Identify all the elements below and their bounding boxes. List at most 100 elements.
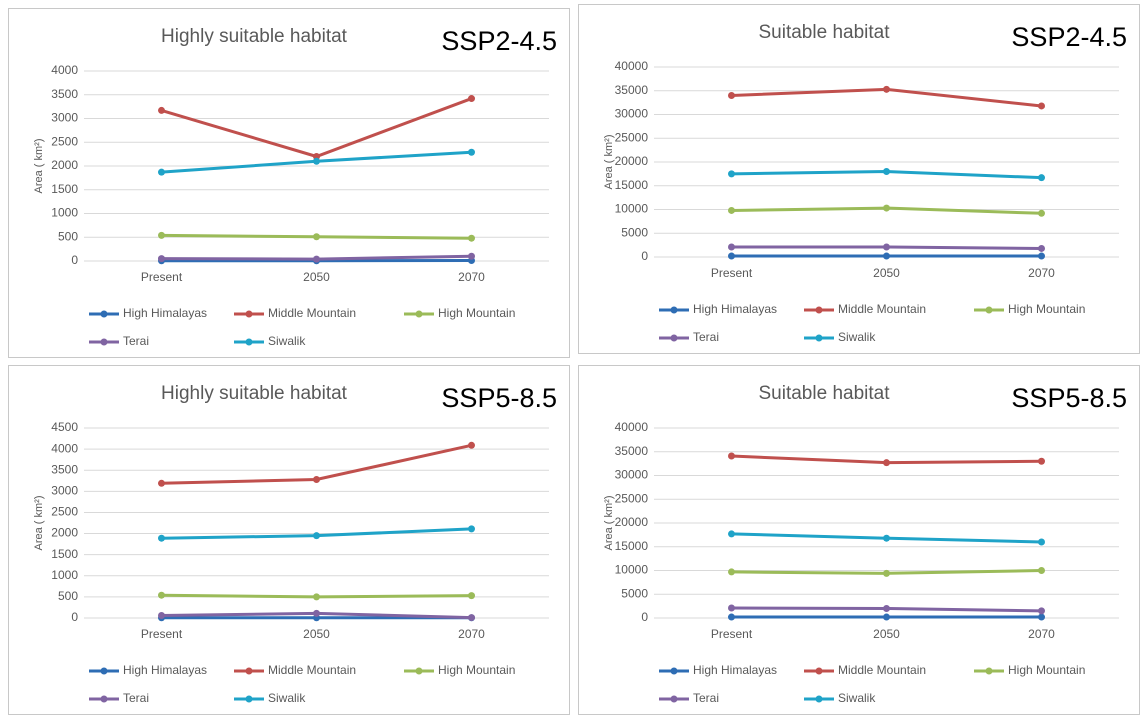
series-line — [161, 97, 473, 159]
legend-label: Terai — [693, 330, 719, 344]
chart-panel: Suitable habitat SSP2-4.5 Area ( km²) 0 5000… — [578, 4, 1140, 354]
y-tick-label: 2500 — [51, 134, 78, 148]
data-point — [1038, 102, 1045, 110]
data-point — [1038, 607, 1045, 615]
data-point — [728, 452, 735, 460]
data-point — [313, 476, 320, 484]
data-point — [158, 255, 165, 263]
chart-panel: Highly suitable habitat SSP2-4.5 Area ( km… — [8, 8, 570, 358]
data-point — [468, 95, 475, 103]
chart-panel: Suitable habitat SSP5-8.5 Area ( km²) 0 5000… — [578, 365, 1140, 715]
y-tick-label: 10000 — [615, 563, 649, 577]
y-axis-label: Area ( km²) — [33, 496, 45, 551]
legend-marker — [985, 306, 993, 314]
x-tick-label: 2050 — [873, 266, 900, 280]
y-tick-label: 20000 — [615, 515, 649, 529]
data-point — [313, 609, 320, 617]
data-point — [313, 233, 320, 241]
data-point — [158, 534, 165, 542]
legend-marker — [815, 695, 823, 703]
chart-panel: Highly suitable habitat SSP5-8.5 Area ( km… — [8, 365, 570, 715]
data-point — [468, 234, 475, 242]
data-point — [728, 170, 735, 178]
legend-marker — [815, 306, 823, 314]
data-point — [158, 479, 165, 487]
data-point — [883, 85, 890, 93]
legend-marker — [670, 334, 678, 342]
data-point — [1038, 174, 1045, 182]
chart-title: Suitable habitat — [759, 22, 891, 43]
data-point — [883, 204, 890, 212]
y-axis-label: Area ( km²) — [603, 135, 615, 190]
legend-label: High Himalayas — [123, 306, 207, 320]
data-point — [313, 593, 320, 601]
data-point — [468, 592, 475, 600]
legend-label: Middle Mountain — [838, 302, 926, 316]
y-tick-label: 15000 — [615, 539, 649, 553]
data-point — [468, 441, 475, 449]
annotation: SSP2-4.5 — [1011, 22, 1127, 52]
legend-marker — [670, 306, 678, 314]
legend-label: Terai — [123, 691, 149, 705]
data-point — [468, 148, 475, 156]
legend-marker — [100, 338, 108, 346]
legend-label: High Mountain — [1008, 663, 1085, 677]
x-tick-label: 2070 — [1028, 627, 1055, 641]
y-tick-label: 500 — [58, 229, 78, 243]
x-tick-label: 2070 — [458, 270, 485, 284]
data-point — [883, 605, 890, 612]
data-point — [883, 252, 890, 260]
y-tick-label: 3500 — [51, 462, 78, 476]
y-tick-label: 35000 — [615, 444, 649, 458]
legend-label: Terai — [693, 691, 719, 705]
legend-marker — [670, 695, 678, 703]
legend-label: High Himalayas — [693, 663, 777, 677]
legend-label: High Mountain — [438, 306, 515, 320]
y-tick-label: 1000 — [51, 206, 78, 220]
y-axis-label: Area ( km²) — [603, 496, 615, 551]
data-point — [883, 613, 890, 621]
data-point — [1038, 538, 1045, 546]
data-point — [883, 459, 890, 467]
legend-marker — [100, 310, 108, 318]
y-tick-label: 5000 — [621, 225, 648, 239]
y-tick-label: 25000 — [615, 491, 649, 505]
data-point — [158, 591, 165, 599]
legend-label: Terai — [123, 334, 149, 348]
legend-marker — [100, 667, 108, 675]
data-point — [158, 106, 165, 114]
y-tick-label: 0 — [71, 253, 78, 267]
y-tick-label: 1000 — [51, 568, 78, 582]
legend-label: High Mountain — [1008, 302, 1085, 316]
y-tick-label: 1500 — [51, 547, 78, 561]
data-point — [728, 252, 735, 260]
x-tick-label: 2050 — [303, 270, 330, 284]
annotation: SSP2-4.5 — [441, 26, 557, 56]
y-tick-label: 25000 — [615, 130, 649, 144]
y-tick-label: 4000 — [51, 441, 78, 455]
y-tick-label: 30000 — [615, 107, 649, 121]
y-tick-label: 40000 — [615, 59, 649, 73]
legend-label: Siwalik — [838, 691, 876, 705]
y-tick-label: 2000 — [51, 158, 78, 172]
data-point — [883, 534, 890, 542]
data-point — [1038, 457, 1045, 465]
data-point — [1038, 567, 1045, 574]
y-tick-label: 20000 — [615, 154, 649, 168]
data-point — [468, 614, 475, 622]
y-tick-label: 10000 — [615, 202, 649, 216]
legend-marker — [245, 338, 253, 346]
y-tick-label: 0 — [641, 249, 648, 263]
data-point — [728, 92, 735, 99]
y-tick-label: 1500 — [51, 182, 78, 196]
x-tick-label: Present — [141, 270, 183, 284]
data-point — [158, 168, 165, 176]
y-tick-label: 2500 — [51, 505, 78, 519]
chart-title: Suitable habitat — [759, 383, 891, 404]
x-tick-label: Present — [141, 627, 183, 641]
y-tick-label: 3000 — [51, 111, 78, 125]
y-tick-label: 5000 — [621, 586, 648, 600]
y-tick-label: 4500 — [51, 420, 78, 434]
annotation: SSP5-8.5 — [1011, 383, 1127, 413]
